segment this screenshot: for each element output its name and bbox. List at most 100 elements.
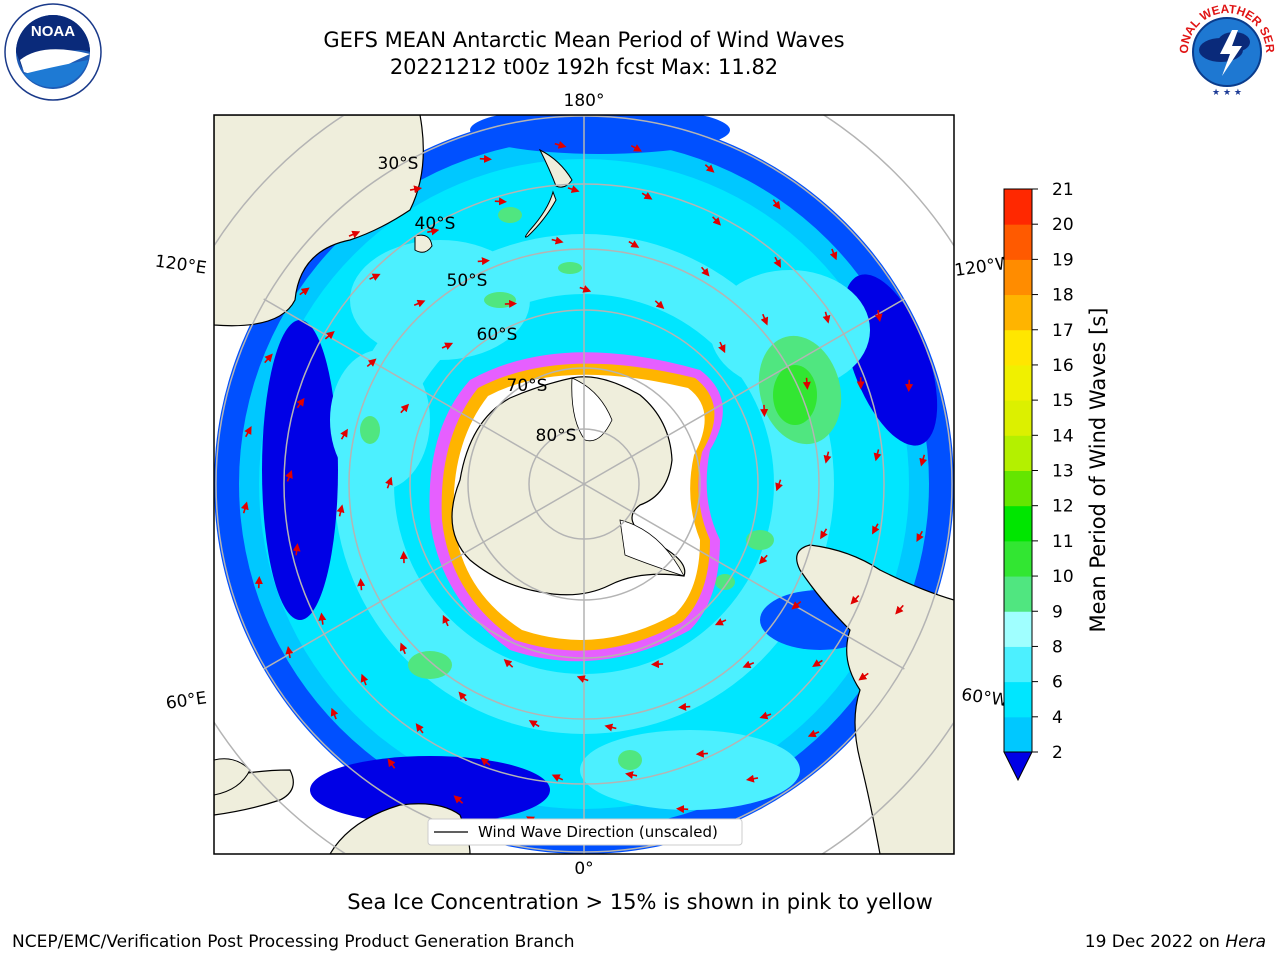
wave-direction-arrow [628,240,640,248]
wave-direction-arrow [718,341,726,354]
colorbar-band [1004,224,1032,260]
nws-logo: NATIONAL WEATHER SERVICE ★ ★ ★ [1176,2,1277,100]
wave-direction-arrow [695,749,708,758]
lat-label-40s: 40°S [415,214,456,234]
wave-direction-arrow [714,618,727,626]
wave-direction-arrow [528,720,540,728]
colorbar-band [1004,576,1032,612]
wave-direction-arrow [807,729,820,738]
wind-wave-arrows [240,140,928,828]
colorbar-tick-label: 12 [1052,497,1074,517]
colorbar: 2 4 6 8 9 10 11 12 13 14 15 16 17 18 19 20 21 [1003,180,1074,782]
tasmania-landmass [414,234,433,253]
wave-direction-arrow [324,331,335,340]
wave-direction-arrow [441,342,454,350]
wave-direction-arrow [285,470,293,482]
colorbar-tick-label: 15 [1052,391,1074,411]
south-america-landmass [796,544,954,854]
colorbar-band [1004,716,1032,753]
wave-direction-arrow [387,758,396,769]
colorbar-band [1004,505,1032,542]
new-zealand-south [524,190,557,238]
map-frame [213,114,955,855]
colorbar-tick-label: 9 [1052,602,1063,622]
footer-machine: Hera [1225,932,1266,952]
colorbar-label: Mean Period of Wind Waves [s] [1086,308,1110,633]
colorbar-tick-label: 8 [1052,637,1063,657]
wave-direction-arrow [850,595,860,605]
wave-direction-arrow [292,543,301,556]
colorbar-tick-label: 19 [1052,250,1074,270]
wave-direction-arrow [415,723,424,734]
chart-subtitle: 20221212 t00z 192h fcst Max: 11.82 [389,55,779,79]
wave-direction-arrow [240,501,249,514]
wave-direction-arrow [366,358,377,368]
wave-direction-arrow [873,449,882,462]
wave-direction-arrow [895,604,904,615]
wave-direction-arrow [678,702,691,711]
wave-direction-arrow [348,230,361,239]
svg-text:★ ★ ★: ★ ★ ★ [1212,88,1242,98]
lat-label-30s: 30°S [378,154,419,174]
wave-direction-arrow [554,140,567,149]
colorbar-tick-label: 11 [1052,532,1074,552]
colorbar-tick-label: 10 [1052,567,1074,587]
wave-direction-arrow [874,309,883,323]
wave-direction-arrow [872,523,880,535]
wave-direction-arrow [400,403,410,414]
colorbar-tick-label: 14 [1052,426,1074,446]
wave-direction-arrow [477,257,490,266]
colorbar-tick-label: 2 [1052,743,1063,763]
noaa-logo-text: NOAA [31,23,75,40]
wave-direction-arrow [357,578,366,591]
legend-label: Wind Wave Direction (unscaled) [478,823,718,841]
map-area: Wind Wave Direction (unscaled) [214,115,954,854]
wave-direction-arrow [285,645,294,659]
wave-direction-arrow [916,530,924,542]
colorbar-tick-label: 18 [1052,286,1074,306]
wave-direction-arrow [503,658,514,668]
colorbar-tick-label: 6 [1052,673,1063,693]
wave-direction-arrow [820,528,828,540]
wave-direction-arrow [772,199,781,210]
colorbar-band [1004,364,1032,401]
wave-direction-arrow [494,197,508,206]
wave-direction-arrow [823,451,832,464]
wave-direction-arrow [625,771,638,779]
wave-direction-arrow [336,504,345,517]
footer-date: 19 Dec 2022 on Hera [1085,932,1266,952]
lat-label-60s: 60°S [477,325,518,345]
wave-direction-arrow [822,311,831,324]
colorbar-tick-label: 20 [1052,215,1074,235]
colorbar-band [1004,435,1032,471]
wave-direction-arrow [299,287,310,296]
wave-direction-arrow [604,723,617,732]
wave-direction-arrow [318,612,327,625]
noaa-logo: NOAA [4,3,102,101]
lon-label-60w: 60°W [960,685,1009,711]
wave-direction-arrow [399,642,408,655]
colorbar-band [1004,259,1032,296]
colorbar-band [1004,611,1032,647]
colorbar-tick-label: 13 [1052,462,1074,482]
wave-direction-arrow [745,774,759,783]
colorbar-tick-label: 4 [1052,708,1063,728]
wave-direction-arrow [760,313,769,326]
wave-direction-arrow [654,300,665,310]
wave-direction-arrow [480,757,491,766]
wave-direction-arrow [919,454,928,467]
wave-direction-arrow [812,659,823,667]
lat-label-70s: 70°S [507,376,548,396]
lat-label-80s: 80°S [536,426,577,446]
colorbar-band [1004,681,1032,718]
wave-direction-arrow [858,672,869,681]
wave-direction-arrow [385,476,393,489]
colorbar-band [1004,646,1032,683]
wave-direction-arrow [551,774,564,782]
footer-date-text: 19 Dec 2022 on [1084,932,1226,952]
wave-direction-arrow [369,273,381,281]
lon-label-180: 180° [564,91,605,111]
wave-direction-arrow [712,216,722,226]
colorbar-band [1004,400,1032,436]
wave-direction-arrow [704,164,715,173]
